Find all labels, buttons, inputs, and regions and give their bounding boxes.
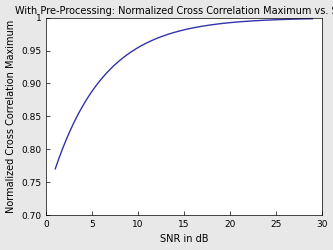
Y-axis label: Normalized Cross Correlation Maximum: Normalized Cross Correlation Maximum [6,20,16,213]
X-axis label: SNR in dB: SNR in dB [160,234,208,244]
Title: With Pre-Processing: Normalized Cross Correlation Maximum vs. SNR: With Pre-Processing: Normalized Cross Co… [15,6,333,16]
